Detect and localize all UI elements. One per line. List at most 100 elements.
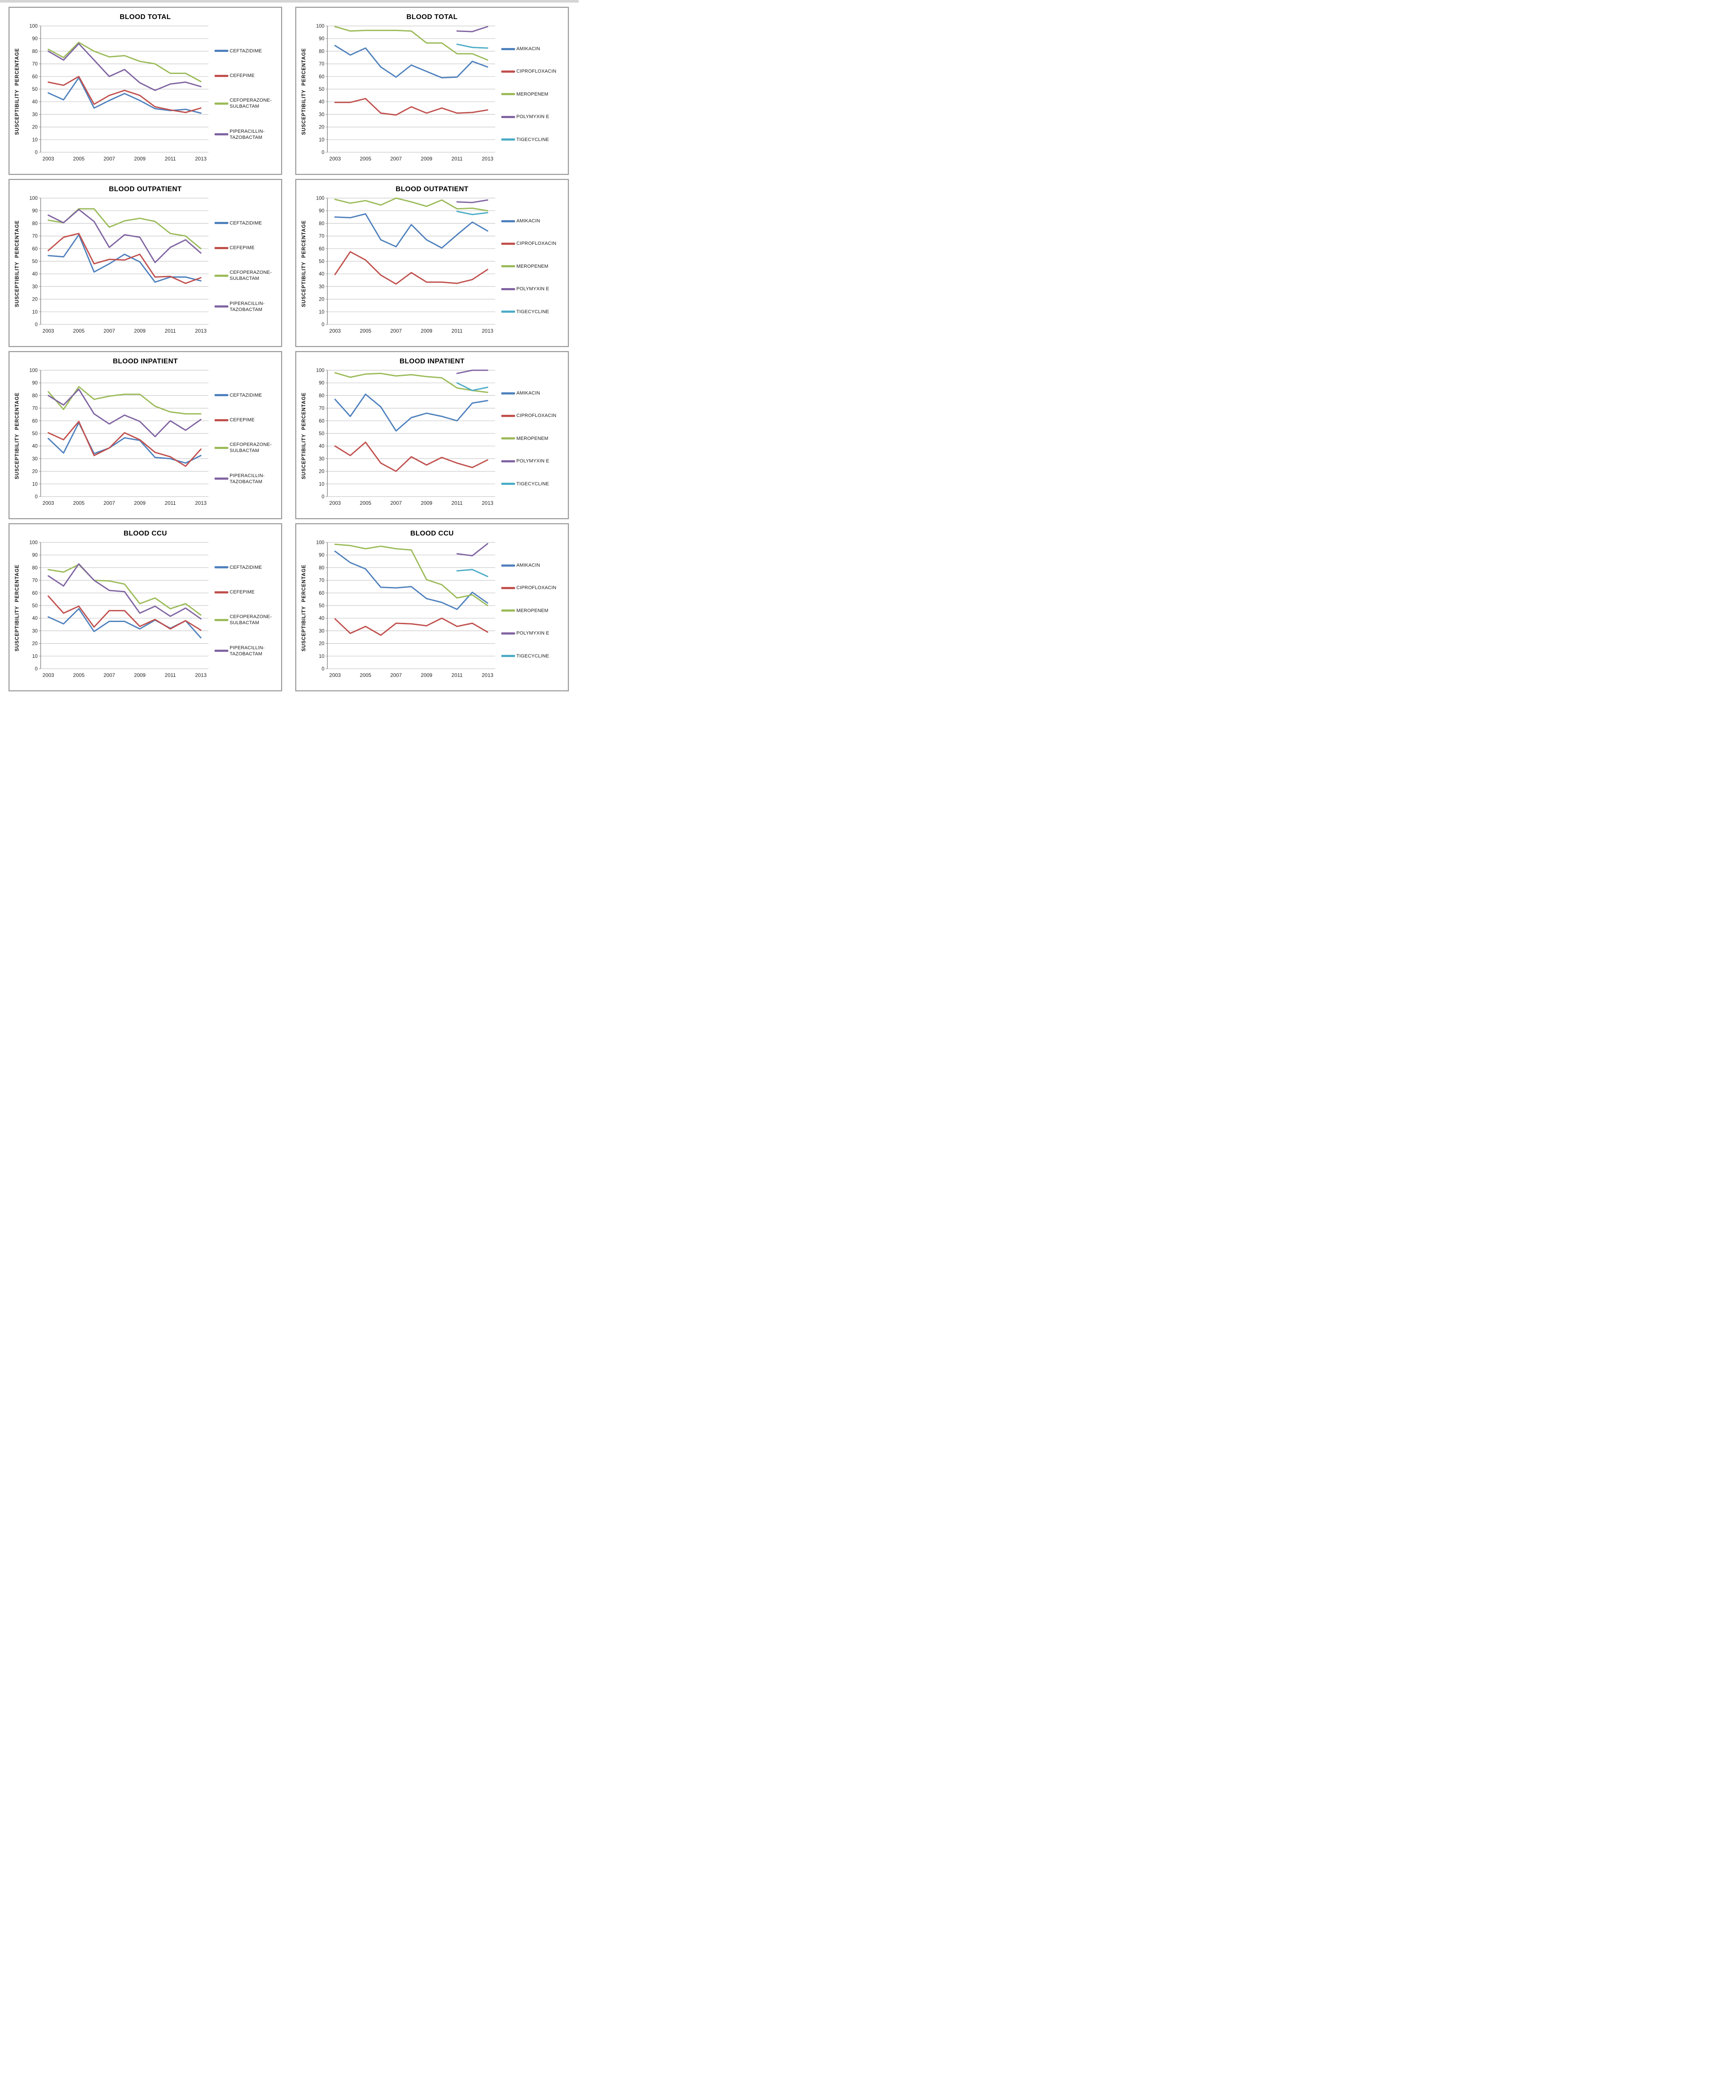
x-tick-label: 2011: [452, 156, 463, 162]
y-tick-label: 90: [32, 36, 38, 42]
series-line: [48, 42, 202, 82]
chart-body: SUSCEPTIBILITY PERCENTAGE 0 10 20 30 40 50 60 7…: [296, 366, 568, 518]
legend-label: POLYMYXIN E: [516, 286, 549, 292]
chart-panel: BLOOD OUTPATIENT SUSCEPTIBILITY PERCENTA…: [295, 179, 569, 347]
x-tick-label: 2005: [360, 500, 372, 506]
legend-label: CEFTAZIDIME: [230, 48, 262, 54]
legend-line-swatch: [501, 632, 515, 635]
legend-line-swatch: [501, 265, 515, 268]
x-tick-label: 2007: [103, 156, 115, 162]
y-tick-label: 10: [319, 482, 324, 487]
legend-label: PIPERACILLIN-TAZOBACTAM: [230, 645, 265, 657]
y-axis-title: SUSCEPTIBILITY PERCENTAGE: [301, 220, 307, 308]
y-axis-title: SUSCEPTIBILITY PERCENTAGE: [301, 564, 307, 652]
legend-item: MEROPENEM: [501, 91, 565, 97]
legend-line-swatch: [501, 311, 515, 313]
legend-line-swatch: [501, 138, 515, 141]
y-tick-label: 50: [319, 87, 324, 92]
y-tick-label: 40: [32, 616, 38, 621]
y-tick-label: 80: [32, 565, 38, 571]
series-line: [334, 543, 488, 606]
x-tick-label: 2013: [195, 672, 207, 678]
y-tick-label: 20: [32, 297, 38, 302]
legend-label: TIGECYCLINE: [516, 653, 549, 659]
legend-line-swatch: [501, 437, 515, 440]
y-tick-label: 30: [319, 628, 324, 634]
x-tick-label: 2003: [42, 328, 54, 334]
chart-body: SUSCEPTIBILITY PERCENTAGE 0 10 20 30 40 50 60 7…: [296, 194, 568, 346]
legend-line-swatch: [501, 48, 515, 50]
legend-line-swatch: [501, 655, 515, 657]
y-tick-label: 40: [319, 616, 324, 621]
legend-label: POLYMYXIN E: [516, 458, 549, 464]
chart-panel: BLOOD INPATIENT SUSCEPTIBILITY PERCENTAG…: [295, 351, 569, 519]
legend-line-swatch: [215, 650, 228, 652]
x-tick-label: 2003: [329, 328, 341, 334]
y-tick-label: 30: [32, 284, 38, 289]
y-tick-label: 60: [319, 247, 324, 252]
legend: AMIKACIN CIPROFLOXACIN MEROPENEM POLYMYXIN …: [499, 538, 566, 689]
legend-line-swatch: [501, 288, 515, 290]
legend-item: CIPROFLOXACIN: [501, 68, 565, 74]
x-tick-label: 2005: [360, 672, 372, 678]
chart-panel: BLOOD OUTPATIENT SUSCEPTIBILITY PERCENTA…: [9, 179, 282, 347]
chart-body: SUSCEPTIBILITY PERCENTAGE 0 10 20 30 40 50 60 7…: [10, 538, 281, 690]
chart-body: SUSCEPTIBILITY PERCENTAGE 0 10 20 30 40 50 60 7…: [296, 22, 568, 174]
y-tick-label: 10: [32, 482, 38, 487]
legend-label: CEFTAZIDIME: [230, 564, 262, 570]
series-line: [334, 550, 488, 610]
y-tick-label: 0: [35, 150, 38, 155]
legend-line-swatch: [501, 460, 515, 462]
y-tick-label: 50: [319, 259, 324, 264]
legend-label: CEFTAZIDIME: [230, 220, 262, 226]
y-tick-label: 0: [322, 667, 324, 672]
y-tick-label: 0: [35, 494, 38, 500]
line-plot: 0 10 20 30 40 50 60 70 80 90 100 2003 2005 2007 2009 20…: [29, 196, 208, 334]
line-plot: 0 10 20 30 40 50 60 70 80 90 100 2003 2005 2007 2009 20…: [316, 196, 495, 334]
chart-title: BLOOD OUTPATIENT: [109, 186, 182, 193]
series-line: [48, 233, 202, 284]
y-tick-label: 80: [32, 393, 38, 398]
x-tick-label: 2007: [390, 672, 402, 678]
legend-item: CEFTAZIDIME: [215, 392, 279, 398]
x-tick-label: 2013: [482, 328, 493, 334]
x-tick-label: 2007: [103, 328, 115, 334]
y-tick-label: 80: [319, 565, 324, 571]
series-line: [48, 386, 202, 415]
legend-item: TIGECYCLINE: [501, 653, 565, 659]
x-tick-label: 2009: [134, 328, 146, 334]
y-tick-label: 60: [32, 419, 38, 424]
y-tick-label: 100: [29, 368, 38, 373]
legend-line-swatch: [501, 609, 515, 612]
legend-item: PIPERACILLIN-TAZOBACTAM: [215, 301, 279, 313]
scan-edge: [0, 0, 579, 3]
legend-label: CIPROFLOXACIN: [516, 69, 557, 74]
x-tick-label: 2003: [42, 156, 54, 162]
legend-line-swatch: [501, 243, 515, 245]
series-line: [48, 608, 202, 638]
y-tick-label: 100: [29, 196, 38, 201]
y-tick-label: 30: [319, 284, 324, 289]
legend-line-swatch: [215, 566, 228, 569]
y-tick-label: 30: [32, 628, 38, 634]
y-axis-title: SUSCEPTIBILITY PERCENTAGE: [15, 220, 20, 308]
line-plot: 0 10 20 30 40 50 60 70 80 90 100 2003 2005 2007 2009 20…: [316, 368, 495, 506]
series-line: [456, 569, 488, 577]
chart-panel: BLOOD CCU SUSCEPTIBILITY PERCENTAGE 0 10 2…: [9, 523, 282, 691]
chart-title: BLOOD CCU: [410, 530, 454, 537]
legend-line-swatch: [501, 392, 515, 394]
chart-panel: BLOOD TOTAL SUSCEPTIBILITY PERCENTAGE 0 1…: [295, 7, 569, 175]
legend-item: CEFTAZIDIME: [215, 220, 279, 226]
legend-item: TIGECYCLINE: [501, 137, 565, 143]
x-tick-label: 2011: [452, 328, 463, 334]
x-tick-label: 2013: [482, 156, 493, 162]
y-tick-label: 50: [32, 431, 38, 436]
legend-label: CEFEPIME: [230, 73, 255, 78]
legend-label: TIGECYCLINE: [516, 309, 549, 314]
y-tick-label: 0: [322, 150, 324, 155]
legend-item: PIPERACILLIN-TAZOBACTAM: [215, 645, 279, 657]
legend-label: PIPERACILLIN-TAZOBACTAM: [230, 473, 265, 484]
series-line: [334, 26, 488, 61]
y-tick-label: 50: [319, 603, 324, 609]
y-tick-label: 20: [32, 641, 38, 647]
